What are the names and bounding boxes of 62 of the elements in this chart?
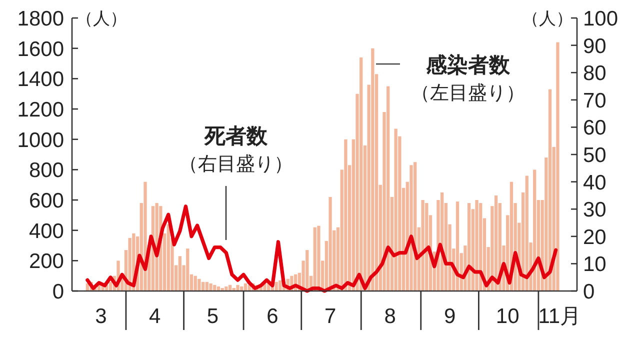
y2-tick-label: 30	[583, 198, 606, 222]
y-tick-label: 400	[28, 220, 64, 243]
x-tick-label: 7	[324, 305, 336, 328]
y2-tick-label: 70	[583, 89, 606, 112]
y-tick-label: 1400	[17, 68, 64, 92]
bar	[274, 282, 278, 291]
bar	[224, 286, 228, 291]
bar	[494, 195, 498, 291]
bar	[394, 128, 398, 291]
bar	[186, 248, 190, 291]
bar	[306, 250, 309, 291]
bar	[178, 256, 182, 291]
y-tick-label: 1200	[17, 98, 64, 122]
bar	[525, 176, 528, 291]
bar	[194, 276, 197, 291]
bar	[410, 165, 413, 291]
y2-tick-label: 100	[583, 8, 618, 30]
y-tick-label: 0	[52, 280, 64, 304]
x-tick-label: 9	[444, 305, 456, 328]
y-tick-label: 1000	[17, 128, 64, 152]
bar	[386, 86, 390, 291]
y2-tick-label: 60	[583, 116, 606, 140]
y2-tick-label: 40	[583, 171, 606, 194]
series-label: 感染者数	[425, 53, 511, 77]
line-series	[86, 204, 558, 293]
x-tick-label: 6	[266, 305, 278, 328]
bar	[166, 224, 170, 291]
bar	[344, 139, 348, 291]
x-tick-label: 11月	[538, 305, 582, 328]
y2-axis-title: （人）	[522, 9, 573, 28]
bar	[128, 238, 132, 291]
bar	[209, 283, 212, 291]
bar	[475, 200, 478, 291]
x-tick-label: 5	[206, 305, 219, 328]
bar	[317, 226, 320, 291]
x-tick-label: 10	[496, 305, 520, 328]
bar	[371, 48, 374, 291]
bar	[198, 278, 201, 291]
y2-tick-label: 50	[583, 144, 606, 167]
x-tick-label: 3	[95, 305, 107, 328]
y2-tick-label: 10	[583, 253, 606, 276]
bar	[548, 89, 552, 291]
bar	[328, 196, 332, 291]
y2-tick-label: 20	[583, 226, 606, 249]
bar	[236, 284, 240, 291]
x-tick-label: 8	[384, 305, 396, 328]
y-tick-label: 1600	[17, 38, 64, 61]
bar	[278, 280, 282, 291]
y-tick-label: 200	[28, 250, 64, 274]
y-tick-label: 600	[28, 190, 64, 212]
y-tick-label: 800	[28, 159, 64, 182]
bar	[360, 57, 363, 291]
y-tick-label: 1800	[17, 8, 64, 30]
y2-tick-label: 0	[583, 280, 595, 304]
x-tick-label: 4	[149, 305, 162, 328]
annotation: （右目盛り）	[179, 154, 293, 175]
annotation: （左目盛り）	[411, 83, 525, 104]
y2-tick-label: 80	[583, 62, 606, 86]
bar	[421, 200, 424, 291]
y-axis-title: （人）	[76, 9, 127, 28]
y2-tick-label: 90	[583, 34, 606, 58]
bar	[556, 42, 560, 291]
